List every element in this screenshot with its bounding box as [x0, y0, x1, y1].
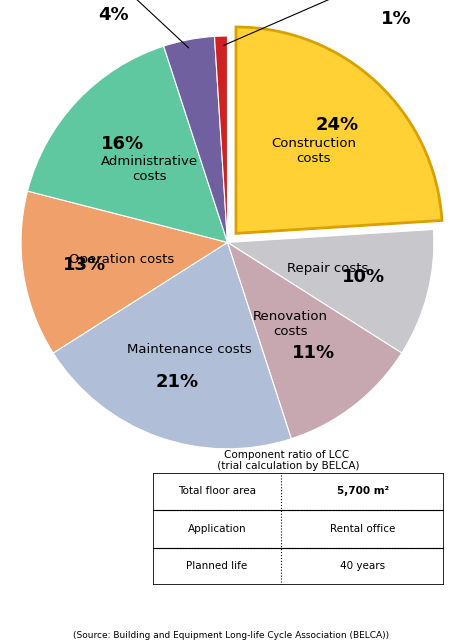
Text: Construction
costs: Construction costs [271, 136, 356, 165]
Text: Rental office: Rental office [330, 524, 395, 534]
Wedge shape [21, 191, 227, 353]
Text: 16%: 16% [100, 134, 144, 152]
Wedge shape [53, 242, 291, 449]
Text: Demolition costs: Demolition costs [58, 0, 189, 48]
Text: 21%: 21% [156, 373, 199, 391]
Text: 24%: 24% [316, 116, 359, 134]
Text: 10%: 10% [342, 268, 385, 286]
Text: (trial calculation by BELCA): (trial calculation by BELCA) [214, 460, 360, 471]
Text: 40 years: 40 years [340, 561, 385, 572]
Text: 11%: 11% [292, 345, 335, 363]
Text: 1%: 1% [382, 10, 412, 28]
Text: 5,700 m²: 5,700 m² [337, 486, 389, 496]
Text: Total floor area: Total floor area [178, 486, 256, 496]
Wedge shape [164, 37, 227, 242]
Text: Administrative
costs: Administrative costs [100, 155, 198, 183]
Text: (Source: Building and Equipment Long-life Cycle Association (BELCA)): (Source: Building and Equipment Long-lif… [74, 631, 389, 640]
Text: 4%: 4% [99, 6, 129, 24]
Text: Maintenance costs: Maintenance costs [127, 343, 251, 356]
Text: Repair costs: Repair costs [287, 262, 368, 275]
Wedge shape [27, 46, 227, 242]
Wedge shape [227, 230, 434, 353]
Wedge shape [214, 36, 227, 242]
Wedge shape [236, 27, 442, 233]
Text: Component ratio of LCC: Component ratio of LCC [225, 449, 350, 460]
Text: Renovation
costs: Renovation costs [253, 310, 328, 338]
Text: Application: Application [188, 524, 246, 534]
Text: Planned life: Planned life [186, 561, 248, 572]
Wedge shape [227, 242, 402, 439]
Text: 13%: 13% [63, 256, 106, 274]
Text: Operation costs: Operation costs [69, 253, 174, 266]
Text: Planning and
design: Planning and design [224, 0, 440, 45]
